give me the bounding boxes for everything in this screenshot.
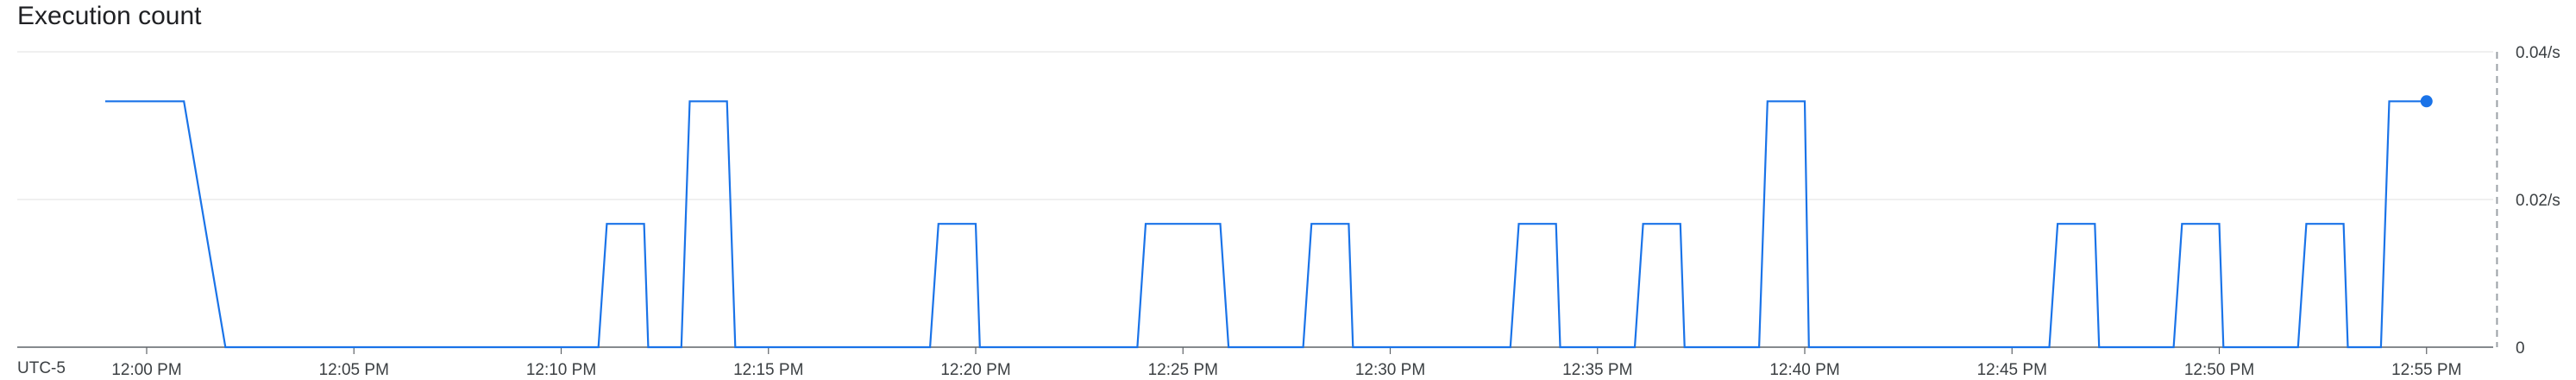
y-tick-label: 0.04/s bbox=[2516, 44, 2560, 62]
series-layer bbox=[105, 95, 2433, 349]
grid-lines bbox=[17, 51, 2493, 348]
y-tick-label: 0 bbox=[2516, 339, 2525, 358]
x-tick-label: 12:40 PM bbox=[1769, 361, 1839, 379]
x-tick-label: 12:50 PM bbox=[2184, 361, 2254, 379]
y-axis-ticks: 0 0.02/s 0.04/s bbox=[2516, 44, 2560, 358]
x-tick-label: 12:35 PM bbox=[1562, 361, 1632, 379]
series-line bbox=[105, 100, 2427, 349]
x-tick-label: 12:05 PM bbox=[319, 361, 389, 379]
x-tick-label: 12:15 PM bbox=[733, 361, 803, 379]
x-tick-label: 12:30 PM bbox=[1355, 361, 1425, 379]
chart-title: Execution count bbox=[17, 2, 202, 30]
x-tick-label: 12:20 PM bbox=[940, 361, 1010, 379]
y-tick-label: 0.02/s bbox=[2516, 192, 2560, 210]
x-tick-label: 12:25 PM bbox=[1148, 361, 1218, 379]
x-tick-label: 12:00 PM bbox=[111, 361, 181, 379]
x-tick-label: 12:55 PM bbox=[2391, 361, 2461, 379]
timezone-label: UTC-5 bbox=[17, 359, 66, 377]
last-point-marker bbox=[2420, 95, 2433, 108]
x-tick-label: 12:45 PM bbox=[1977, 361, 2047, 379]
x-tick-label: 12:10 PM bbox=[526, 361, 596, 379]
x-axis-ticks: 12:00 PM 12:05 PM 12:10 PM 12:15 PM 12:20 PM… bbox=[111, 347, 2461, 379]
